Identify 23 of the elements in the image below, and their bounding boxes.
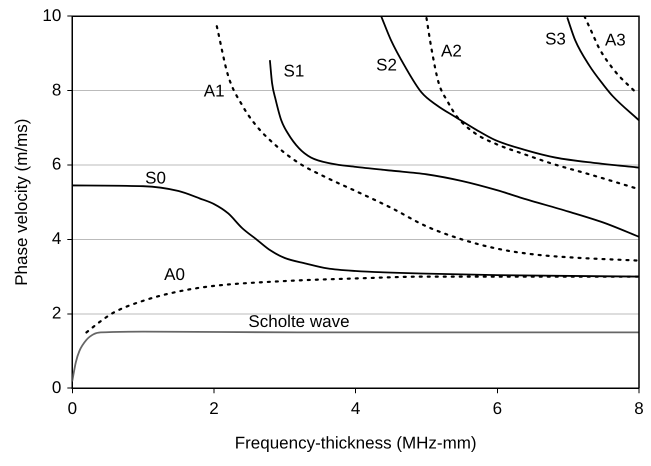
series-label: A1 bbox=[204, 81, 225, 100]
series-label: S0 bbox=[145, 168, 166, 188]
x-tick-label: 0 bbox=[68, 399, 78, 418]
y-tick-label: 4 bbox=[52, 229, 62, 248]
y-tick-label: 2 bbox=[52, 303, 62, 322]
y-axis-title: Phase velocity (m/ms) bbox=[12, 118, 31, 286]
line-series bbox=[72, 330, 639, 382]
series-label: A0 bbox=[164, 265, 185, 284]
series-label: S2 bbox=[376, 55, 397, 74]
y-tick-label: 6 bbox=[52, 154, 62, 174]
y-tick-label: 10 bbox=[42, 6, 62, 25]
x-tick-label: 2 bbox=[209, 399, 219, 418]
x-axis-title: Frequency-thickness (MHz-mm) bbox=[234, 433, 477, 452]
series-label: A2 bbox=[441, 41, 462, 60]
y-tick-label: 0 bbox=[52, 378, 62, 397]
x-tick-label: 6 bbox=[492, 399, 502, 418]
x-tick-label: 8 bbox=[634, 399, 644, 418]
y-tick-label: 8 bbox=[52, 80, 62, 100]
series-label: S1 bbox=[284, 62, 304, 81]
series-label: Scholte wave bbox=[248, 312, 350, 332]
x-tick-label: 4 bbox=[350, 399, 360, 418]
series-label: S3 bbox=[545, 30, 566, 49]
series-label: A3 bbox=[604, 30, 626, 50]
